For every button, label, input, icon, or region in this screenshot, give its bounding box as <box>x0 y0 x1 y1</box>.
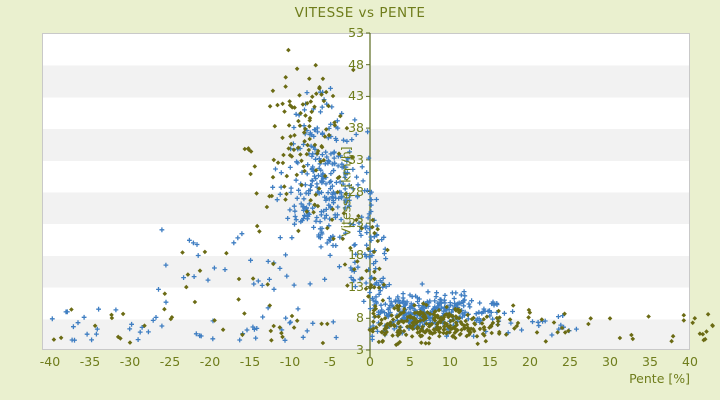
y-axis-tick-label: 53 <box>348 25 364 40</box>
y-axis-tick-label: 13 <box>348 278 364 294</box>
y-axis-tick-label: 3 <box>356 342 364 357</box>
y-axis-title: Vitesse [km/h] <box>338 146 354 237</box>
y-axis-tick-label: 23 <box>348 215 364 231</box>
x-axis-tick-label: 40 <box>682 354 698 369</box>
vitesse-points-olive <box>51 47 716 348</box>
x-axis-tick-label: -25 <box>159 354 181 369</box>
x-axis-tick-label: -5 <box>323 354 337 369</box>
x-axis-tick-label: -30 <box>119 354 141 369</box>
y-axis-tick-label: 18 <box>348 246 364 262</box>
x-axis-tick-label: 10 <box>442 354 458 369</box>
y-axis-tick-label: 33 <box>348 151 364 167</box>
x-axis-tick-label: 25 <box>562 354 578 369</box>
chart-title: VITESSE vs PENTE <box>294 5 426 21</box>
y-axis-tick-label: 48 <box>348 56 364 72</box>
x-axis-tick-label: 15 <box>482 354 498 369</box>
x-axis-tick-label: 20 <box>522 354 538 369</box>
vitesse-points-blue <box>49 86 579 343</box>
y-axis-tick-label: 38 <box>348 120 364 136</box>
x-axis-tick-label: 5 <box>406 354 414 369</box>
x-axis-tick-label: 0 <box>366 354 374 369</box>
x-axis-tick-label: -15 <box>239 354 261 369</box>
x-axis-tick-label: -35 <box>79 354 101 369</box>
x-axis-tick-label: 30 <box>602 354 618 369</box>
y-axis-tick-label: 28 <box>348 183 364 199</box>
x-axis-tick-label: -40 <box>39 354 61 369</box>
x-axis-tick-label: -10 <box>279 354 301 369</box>
x-axis-tick-label: 35 <box>642 354 658 369</box>
x-axis-tick-label: -20 <box>199 354 221 369</box>
y-axis-tick-label: 43 <box>348 88 364 104</box>
x-axis-title: Pente [%] <box>629 371 690 386</box>
y-axis-tick-label: 8 <box>356 310 364 326</box>
